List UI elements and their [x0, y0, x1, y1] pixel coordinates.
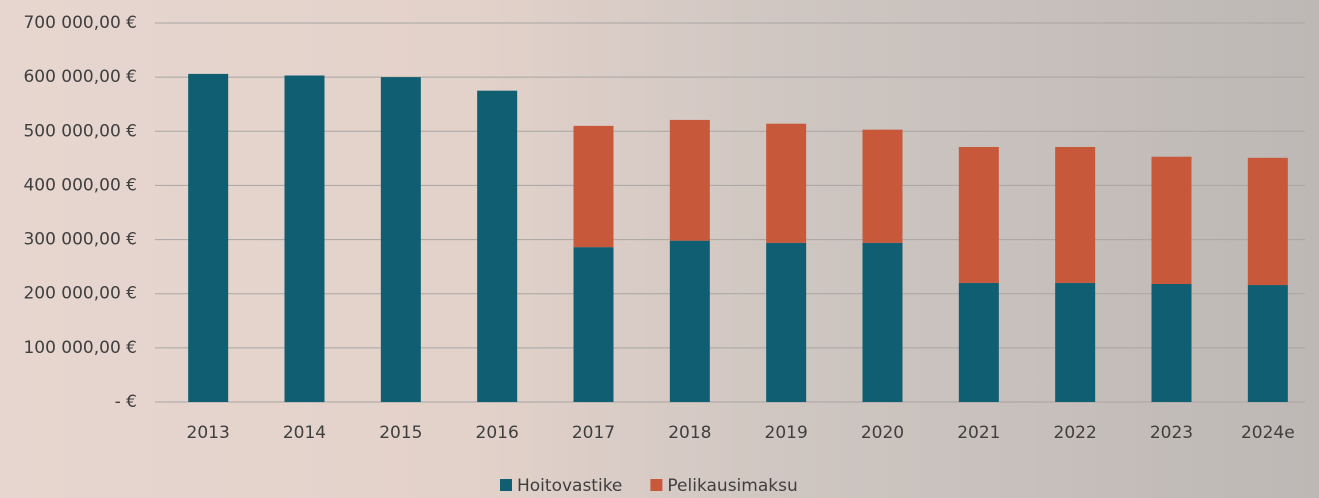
- bar-segment: [1248, 158, 1288, 285]
- bar-segment: [477, 91, 517, 402]
- y-tick-label: 600 000,00 €: [23, 67, 137, 87]
- y-tick-label: 300 000,00 €: [23, 230, 137, 250]
- bar-segment: [670, 120, 710, 241]
- legend-swatch: [500, 479, 512, 491]
- bar-segment: [188, 74, 228, 402]
- x-tick-label: 2019: [765, 423, 808, 443]
- x-tick-label: 2020: [861, 423, 904, 443]
- bar-segment: [863, 130, 903, 243]
- bar-segment: [863, 243, 903, 402]
- bar-segment: [766, 124, 806, 243]
- x-tick-label: 2016: [476, 423, 519, 443]
- y-tick-label: 200 000,00 €: [23, 284, 137, 304]
- y-tick-label: 700 000,00 €: [23, 13, 137, 33]
- chart: - € 100 000,00 € 200 000,00 € 300 000,00 € 4…: [0, 0, 1319, 498]
- x-tick-label: 2018: [668, 423, 711, 443]
- x-tick-label: 2015: [379, 423, 422, 443]
- bar-segment: [1248, 285, 1288, 402]
- y-tick-label: 400 000,00 €: [23, 175, 137, 195]
- y-tick-label: 500 000,00 €: [23, 121, 137, 141]
- x-tick-label: 2013: [187, 423, 230, 443]
- y-tick-label: - €: [115, 392, 137, 412]
- legend-label: Hoitovastike: [517, 476, 622, 496]
- x-tick-label: 2017: [572, 423, 615, 443]
- bar-segment: [766, 243, 806, 402]
- bar-segment: [959, 283, 999, 402]
- bar-segment: [1055, 283, 1095, 402]
- bar-segment: [1152, 284, 1192, 402]
- x-tick-label: 2021: [957, 423, 1000, 443]
- legend-label: Pelikausimaksu: [667, 476, 797, 496]
- bar-segment: [959, 147, 999, 283]
- x-tick-label: 2022: [1054, 423, 1097, 443]
- bar-segment: [381, 77, 421, 402]
- y-tick-label: 100 000,00 €: [23, 338, 137, 358]
- legend-swatch: [650, 479, 662, 491]
- bar-segment: [285, 76, 325, 402]
- x-tick-label: 2014: [283, 423, 326, 443]
- x-tick-label: 2024e: [1241, 423, 1295, 443]
- bar-segment: [1152, 157, 1192, 284]
- bar-segment: [670, 241, 710, 402]
- bar-segment: [574, 126, 614, 247]
- bar-segment: [1055, 147, 1095, 283]
- bar-segment: [574, 247, 614, 402]
- x-tick-label: 2023: [1150, 423, 1193, 443]
